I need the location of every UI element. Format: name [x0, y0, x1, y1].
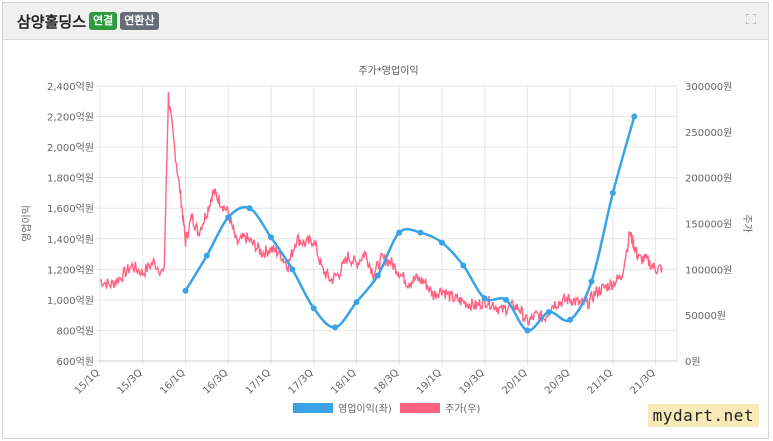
right-axis-title: 주가: [741, 214, 753, 232]
data-point-operating-profit: [353, 299, 360, 306]
left-axis-title: 영업이익: [20, 205, 33, 242]
legend-label-stock-price: 주가(우): [445, 403, 481, 415]
x-tick-label: 20/1Q: [500, 367, 529, 396]
data-point-operating-profit: [481, 295, 488, 302]
right-tick-label: 0원: [685, 356, 701, 368]
data-point-operating-profit: [460, 262, 467, 269]
x-tick-label: 20/3Q: [543, 367, 572, 396]
legend-swatch-operating-profit: [293, 403, 333, 413]
data-point-operating-profit: [524, 327, 531, 334]
watermark: mydart.net: [647, 404, 759, 427]
x-tick-label: 16/3Q: [201, 367, 230, 396]
legend-label-operating-profit: 영업이익(좌): [338, 402, 392, 415]
data-point-operating-profit: [631, 113, 638, 120]
data-point-operating-profit: [267, 234, 274, 241]
data-point-operating-profit: [374, 272, 381, 279]
left-tick-label: 2,200억원: [47, 112, 94, 124]
x-tick-label: 17/3Q: [287, 367, 316, 396]
data-point-operating-profit: [503, 296, 510, 303]
left-tick-label: 600억원: [57, 356, 95, 368]
data-point-operating-profit: [588, 278, 595, 285]
x-tick-label: 18/1Q: [329, 367, 358, 396]
x-tick-label: 21/1Q: [586, 367, 615, 396]
data-point-operating-profit: [246, 205, 253, 212]
series-line-stock-price: [99, 91, 663, 326]
data-point-operating-profit: [182, 287, 189, 294]
right-tick-label: 300000원: [685, 81, 732, 93]
left-tick-label: 1,200억원: [47, 264, 94, 276]
panel-header: 삼양홀딩스 연결 연환산: [3, 3, 768, 40]
data-point-operating-profit: [438, 239, 445, 246]
x-tick-label: 17/1Q: [244, 367, 273, 396]
chart-title: 주가*영업이익: [358, 64, 418, 77]
x-tick-label: 15/3Q: [116, 367, 145, 396]
right-tick-label: 200000원: [685, 173, 732, 185]
data-point-operating-profit: [567, 316, 574, 323]
badge-consolidated[interactable]: 연결: [89, 12, 118, 30]
data-point-operating-profit: [417, 229, 424, 236]
left-tick-label: 2,000억원: [47, 142, 94, 154]
left-tick-label: 2,400억원: [47, 81, 94, 93]
x-tick-label: 15/1Q: [73, 367, 102, 396]
series-line-operating-profit: [184, 116, 636, 332]
right-tick-label: 50000원: [685, 310, 726, 322]
legend-swatch-stock-price: [400, 403, 440, 413]
data-point-operating-profit: [545, 309, 552, 316]
left-tick-label: 1,800억원: [47, 173, 94, 185]
x-tick-label: 19/1Q: [415, 367, 444, 396]
x-tick-label: 18/3Q: [372, 367, 401, 396]
right-tick-label: 250000원: [685, 127, 732, 139]
data-point-operating-profit: [203, 252, 210, 259]
x-tick-label: 16/1Q: [158, 367, 187, 396]
left-tick-label: 800억원: [57, 325, 95, 337]
data-point-operating-profit: [289, 266, 296, 273]
data-point-operating-profit: [396, 229, 403, 236]
right-tick-label: 100000원: [685, 264, 732, 276]
left-tick-label: 1,000억원: [47, 295, 94, 307]
left-tick-label: 1,400억원: [47, 234, 94, 246]
data-point-operating-profit: [310, 305, 317, 312]
right-tick-label: 150000원: [685, 219, 732, 231]
badge-annualized[interactable]: 연환산: [120, 12, 159, 30]
company-name: 삼양홀딩스: [17, 12, 87, 31]
data-point-operating-profit: [225, 214, 232, 221]
left-tick-label: 1,600억원: [47, 203, 94, 215]
x-tick-label: 21/3Q: [629, 367, 658, 396]
x-tick-label: 19/3Q: [458, 367, 487, 396]
data-point-operating-profit: [609, 189, 616, 196]
data-point-operating-profit: [332, 324, 339, 331]
